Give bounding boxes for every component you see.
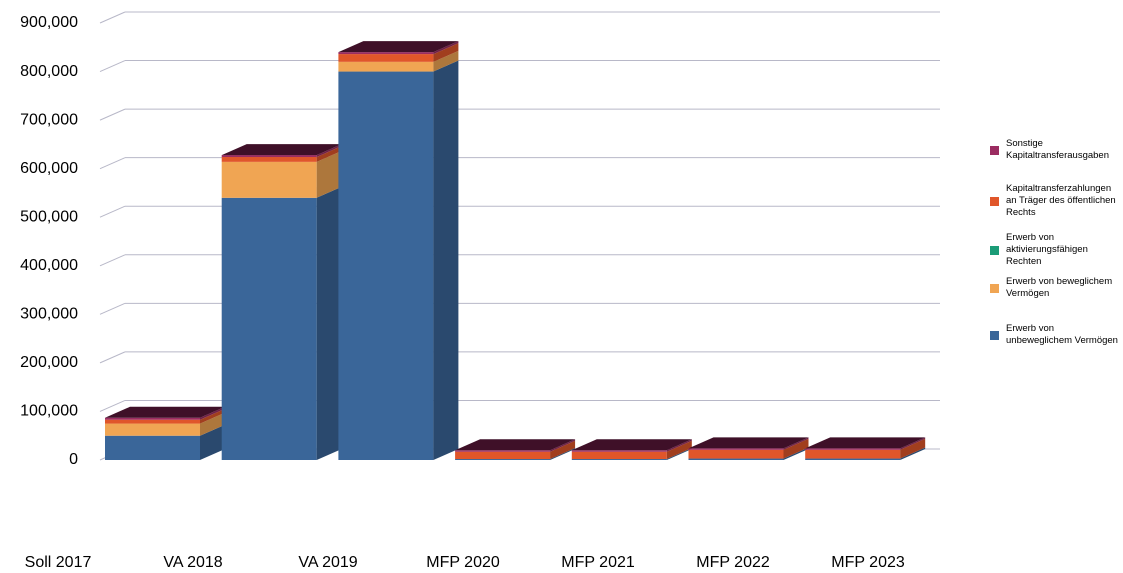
bar-segment [105,423,200,436]
legend-label: Kapitaltransferzahlungen an Träger des ö… [1006,183,1116,218]
grid-line [99,157,126,170]
grid-line [99,351,126,364]
y-tick-label: 800,000 [20,63,78,80]
bar-side [200,408,225,424]
bar-side [783,438,809,459]
y-tick-label: 100,000 [20,403,78,420]
bar-side [433,50,459,72]
bar-segment [571,451,667,460]
legend-item: Erwerb von aktivierungsfähigen Rechten [990,232,1120,268]
bar-segment [805,458,901,460]
grid-line [99,254,126,267]
bar-top [338,41,459,53]
bar-side [550,448,576,460]
bar-top [105,406,225,418]
bar-side [783,437,809,450]
bar-side [550,439,576,452]
y-tick-label: 0 [69,451,78,468]
grid-line [99,399,126,412]
bar-side [316,146,342,162]
legend-label: Erwerb von aktivierungsfähigen Rechten [1006,232,1088,267]
bar-segment [221,197,317,461]
bar-top [221,144,342,156]
bar-side [783,447,809,460]
bar-segment [455,451,551,460]
bar-side [433,60,459,461]
bar-top [455,439,576,451]
bar-side [316,144,342,158]
bar-segment [338,61,434,72]
bar-side [900,447,926,460]
y-tick-label: 900,000 [20,14,78,31]
bar-segment [338,71,434,461]
bar-segment [805,449,901,459]
bar-segment [338,54,434,62]
bar-side [666,448,692,460]
legend-swatch [990,330,999,340]
grid-line [99,60,126,73]
x-tick-label: MFP 2020 [426,554,500,571]
bar-segment [688,458,784,460]
bar-side [316,186,342,461]
legend-item: Kapitaltransferzahlungen an Träger des ö… [990,183,1120,219]
bar-segment [688,449,784,459]
y-tick-label: 600,000 [20,160,78,177]
bar-segment [338,52,434,55]
grid-line [99,11,126,24]
x-tick-label: VA 2019 [298,554,357,571]
bar-side [550,440,576,460]
bar-top [805,437,926,449]
bar-segment [221,161,317,198]
bar-side [200,406,225,420]
y-tick-label: 300,000 [20,306,78,323]
bar-segment [105,417,200,420]
bar-segment [688,448,784,450]
legend-swatch [990,283,999,293]
legend-swatch [990,245,999,255]
grid-line [99,205,126,218]
bar-side [316,150,342,198]
bar-top [571,439,692,451]
legend-item: Sonstige Kapitaltransferausgaben [990,138,1120,162]
bar-side [200,412,225,436]
legend-label: Erwerb von beweglichem Vermögen [1006,276,1113,299]
bar-segment [571,450,667,452]
legend-item: Erwerb von beweglichem Vermögen [990,276,1120,300]
bar-segment [105,419,200,424]
grid-line [99,302,126,315]
bar-side [200,424,225,460]
legend-swatch [990,145,999,155]
bar-side [666,439,692,452]
y-tick-label: 200,000 [20,354,78,371]
bar-segment [455,459,551,460]
y-tick-label: 700,000 [20,111,78,128]
bar-segment [571,459,667,460]
bar-segment [455,450,551,452]
bar-segment [105,435,200,460]
bar-segment [221,157,317,162]
bar-side [900,438,926,459]
x-tick-label: MFP 2022 [696,554,770,571]
x-tick-label: Soll 2017 [25,554,92,571]
y-tick-label: 400,000 [20,257,78,274]
bar-side [433,43,459,62]
bar-segment [221,155,317,158]
x-tick-label: VA 2018 [163,554,222,571]
bar-segment [805,448,901,450]
legend-swatch [990,196,999,206]
y-tick-label: 500,000 [20,208,78,225]
bar-side [666,440,692,460]
grid-line [99,108,126,121]
bar-side [433,41,459,55]
bar-side [900,437,926,450]
x-tick-label: MFP 2023 [831,554,905,571]
legend-label: Sonstige Kapitaltransferausgaben [1006,138,1109,161]
x-tick-label: MFP 2021 [561,554,635,571]
legend-item: Erwerb von unbeweglichem Vermögen [990,323,1120,347]
legend-label: Erwerb von unbeweglichem Vermögen [1006,323,1118,346]
bar-top [688,437,809,449]
